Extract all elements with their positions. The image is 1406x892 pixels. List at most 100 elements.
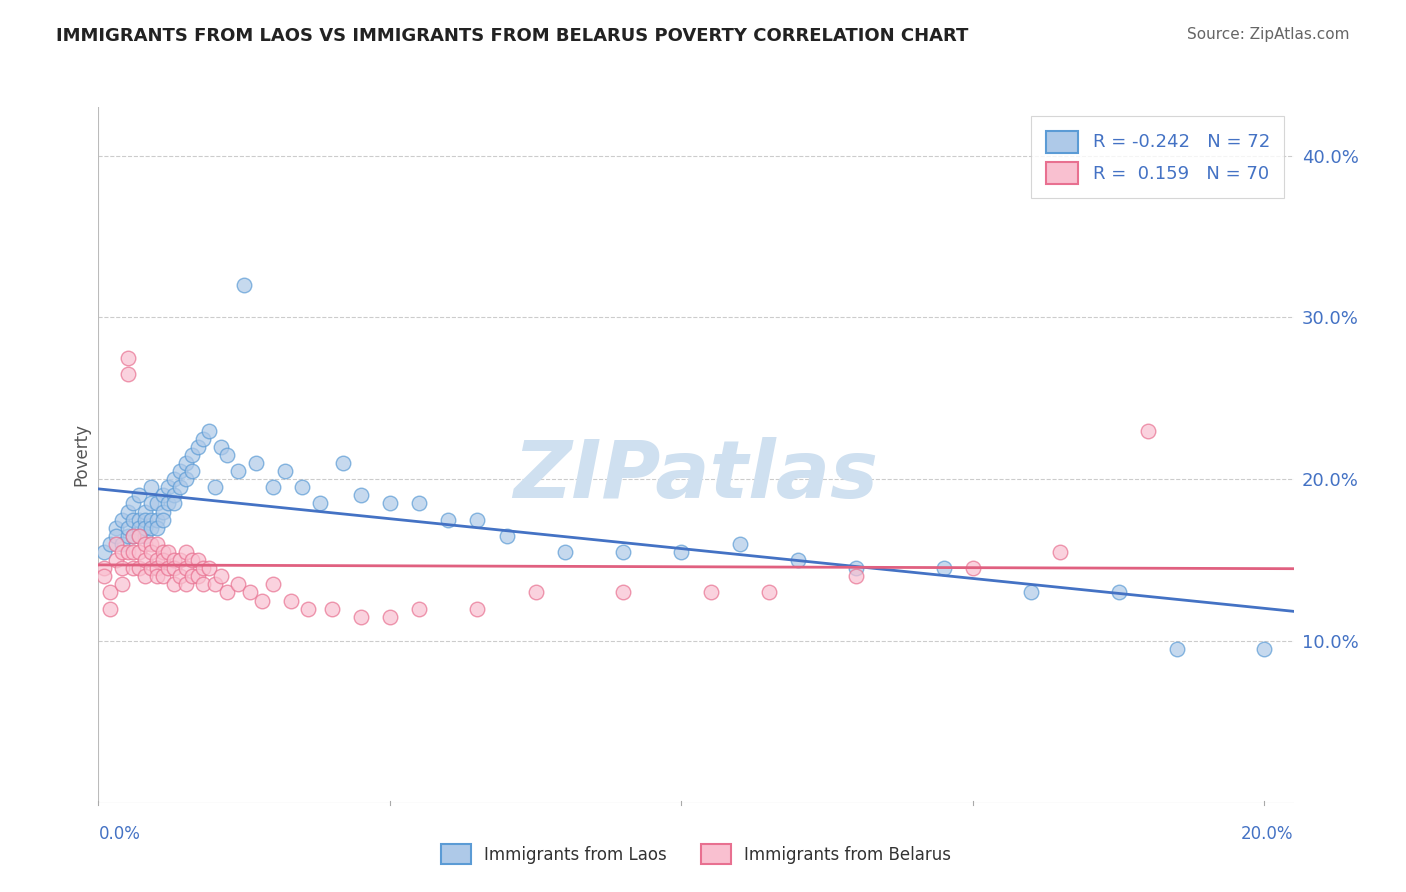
Point [1166,642,1188,657]
Point [111,545,134,559]
Point [233,278,256,293]
Point [350,488,373,502]
Y-axis label: Poverty: Poverty [72,424,90,486]
Point [262,577,284,591]
Point [209,440,232,454]
Point [128,545,150,559]
Point [145,561,167,575]
Point [152,545,174,559]
Point [193,561,215,575]
Point [117,504,139,518]
Point [134,569,156,583]
Point [122,529,145,543]
Point [174,456,197,470]
Point [699,585,721,599]
Point [145,537,167,551]
Point [1108,585,1130,599]
Point [117,545,139,559]
Point [122,513,145,527]
Point [134,553,156,567]
Point [152,488,174,502]
Point [408,496,430,510]
Point [845,569,868,583]
Point [524,585,547,599]
Point [932,561,955,575]
Point [215,448,238,462]
Point [1049,545,1071,559]
Point [104,553,127,567]
Point [180,448,202,462]
Point [215,585,238,599]
Point [111,561,134,575]
Point [128,529,150,543]
Point [139,545,162,559]
Point [117,351,139,365]
Point [758,585,780,599]
Point [163,496,186,510]
Point [962,561,984,575]
Point [117,529,139,543]
Point [193,577,215,591]
Point [134,521,156,535]
Point [671,545,693,559]
Point [152,553,174,567]
Point [139,480,162,494]
Point [134,529,156,543]
Point [174,472,197,486]
Point [93,545,115,559]
Point [128,513,150,527]
Point [1136,424,1159,438]
Point [467,601,489,615]
Point [134,537,156,551]
Point [128,488,150,502]
Point [157,496,180,510]
Point [98,585,121,599]
Point [104,537,127,551]
Point [163,577,186,591]
Point [245,456,267,470]
Point [145,553,167,567]
Point [554,545,576,559]
Text: 20.0%: 20.0% [1241,825,1294,843]
Text: 0.0%: 0.0% [98,825,141,843]
Point [209,569,232,583]
Point [152,569,174,583]
Point [228,464,250,478]
Point [239,585,262,599]
Point [274,464,297,478]
Point [163,553,186,567]
Point [122,561,145,575]
Point [157,545,180,559]
Point [122,545,145,559]
Point [309,496,332,510]
Point [186,569,208,583]
Point [104,529,127,543]
Point [250,593,273,607]
Text: Source: ZipAtlas.com: Source: ZipAtlas.com [1187,27,1350,42]
Point [186,440,208,454]
Point [93,561,115,575]
Point [139,513,162,527]
Point [193,432,215,446]
Point [437,513,460,527]
Point [163,561,186,575]
Point [612,585,634,599]
Point [139,521,162,535]
Point [145,569,167,583]
Point [134,513,156,527]
Point [332,456,354,470]
Point [111,513,134,527]
Point [169,464,191,478]
Point [111,577,134,591]
Point [408,601,430,615]
Point [145,496,167,510]
Point [174,545,197,559]
Point [728,537,751,551]
Point [139,537,162,551]
Point [139,496,162,510]
Point [198,424,221,438]
Point [139,561,162,575]
Point [1019,585,1042,599]
Point [152,504,174,518]
Point [104,521,127,535]
